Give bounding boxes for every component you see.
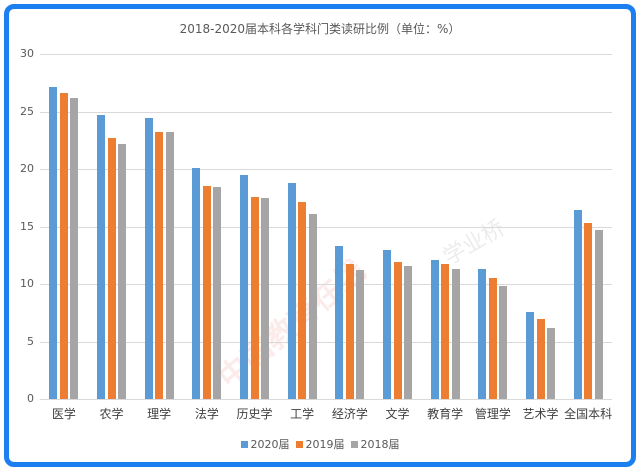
x-tick-label: 管理学 [474,407,511,421]
x-tick-label: 全国本科 [564,407,613,421]
bar-2019届-工学 [298,202,307,399]
bar-2020届-文学 [383,249,391,399]
x-tick-label: 教育学 [427,407,464,421]
y-tick-label: 5 [27,334,34,348]
legend: 2020届 2019届 2018届 [0,436,640,452]
bar-2020届-经济学 [335,246,344,399]
x-tick-label: 历史学 [236,407,273,421]
bar-2018届-经济学 [356,270,365,399]
bar-2018届-法学 [213,187,222,399]
bar-2020届-工学 [287,182,296,399]
x-tick-label: 工学 [290,407,315,421]
legend-item: 2020届 [240,436,290,452]
y-tick-label: 15 [20,219,34,233]
x-tick-label: 医学 [51,407,76,421]
legend-swatch-icon [350,440,358,448]
legend-swatch-icon [240,440,248,448]
gridline [40,399,612,400]
x-tick-label: 理学 [147,407,172,421]
bar-2020届-农学 [97,114,105,399]
bar-2019届-教育学 [441,264,450,399]
bar-2020届-教育学 [430,259,439,399]
bar-2018届-文学 [404,265,412,399]
bar-2019届-艺术学 [536,318,545,399]
gridline [40,54,612,55]
legend-item: 2018届 [350,436,400,452]
bar-2018届-理学 [165,132,174,399]
bar-2018届-管理学 [499,286,508,399]
legend-label: 2019届 [305,438,345,451]
x-tick-label: 艺术学 [522,407,559,421]
bar-2019届-全国本科 [584,223,593,399]
legend-label: 2018届 [360,438,400,451]
bar-2018届-历史学 [261,197,269,399]
gridline [40,226,612,228]
bar-2019届-管理学 [488,278,497,399]
gridline [40,111,612,113]
bar-2019届-经济学 [345,264,354,399]
bar-2018届-工学 [308,213,317,399]
y-tick-label: 10 [20,277,34,290]
y-tick-label: 25 [20,104,34,118]
y-tick-label: 20 [20,162,34,175]
bar-2020届-理学 [144,118,153,399]
gridline [40,341,612,343]
x-tick-label: 经济学 [331,407,368,421]
bar-2020届-历史学 [240,174,248,399]
x-tick-label: 文学 [385,407,410,421]
bar-2019届-理学 [155,132,164,399]
bar-2019届-历史学 [250,196,259,399]
legend-label: 2020届 [250,438,290,451]
legend-item: 2019届 [295,436,345,452]
bar-2020届-医学 [49,87,58,399]
bar-2020届-艺术学 [526,311,534,399]
bar-2018届-教育学 [451,269,460,399]
bar-2020届-法学 [192,167,201,399]
bar-2019届-文学 [393,262,402,399]
bar-2018届-医学 [70,97,79,399]
gridline [40,284,612,285]
bar-2020届-管理学 [478,269,487,399]
bar-2018届-艺术学 [547,327,555,399]
bar-2019届-农学 [107,137,116,399]
bar-2020届-全国本科 [573,210,582,399]
bar-2018届-全国本科 [594,229,603,399]
gridline [40,169,612,170]
y-tick-label: 30 [20,47,34,60]
legend-swatch-icon [295,440,303,448]
bar-2019届-医学 [59,93,68,399]
x-tick-label: 法学 [194,407,219,421]
chart-title: 2018-2020届本科各学科门类读研比例（单位：%） [179,22,461,36]
bar-2019届-法学 [202,186,211,399]
bar-2018届-农学 [118,143,126,399]
x-tick-label: 农学 [99,407,124,421]
y-tick-label: 0 [27,392,34,405]
plot-area [40,54,612,400]
